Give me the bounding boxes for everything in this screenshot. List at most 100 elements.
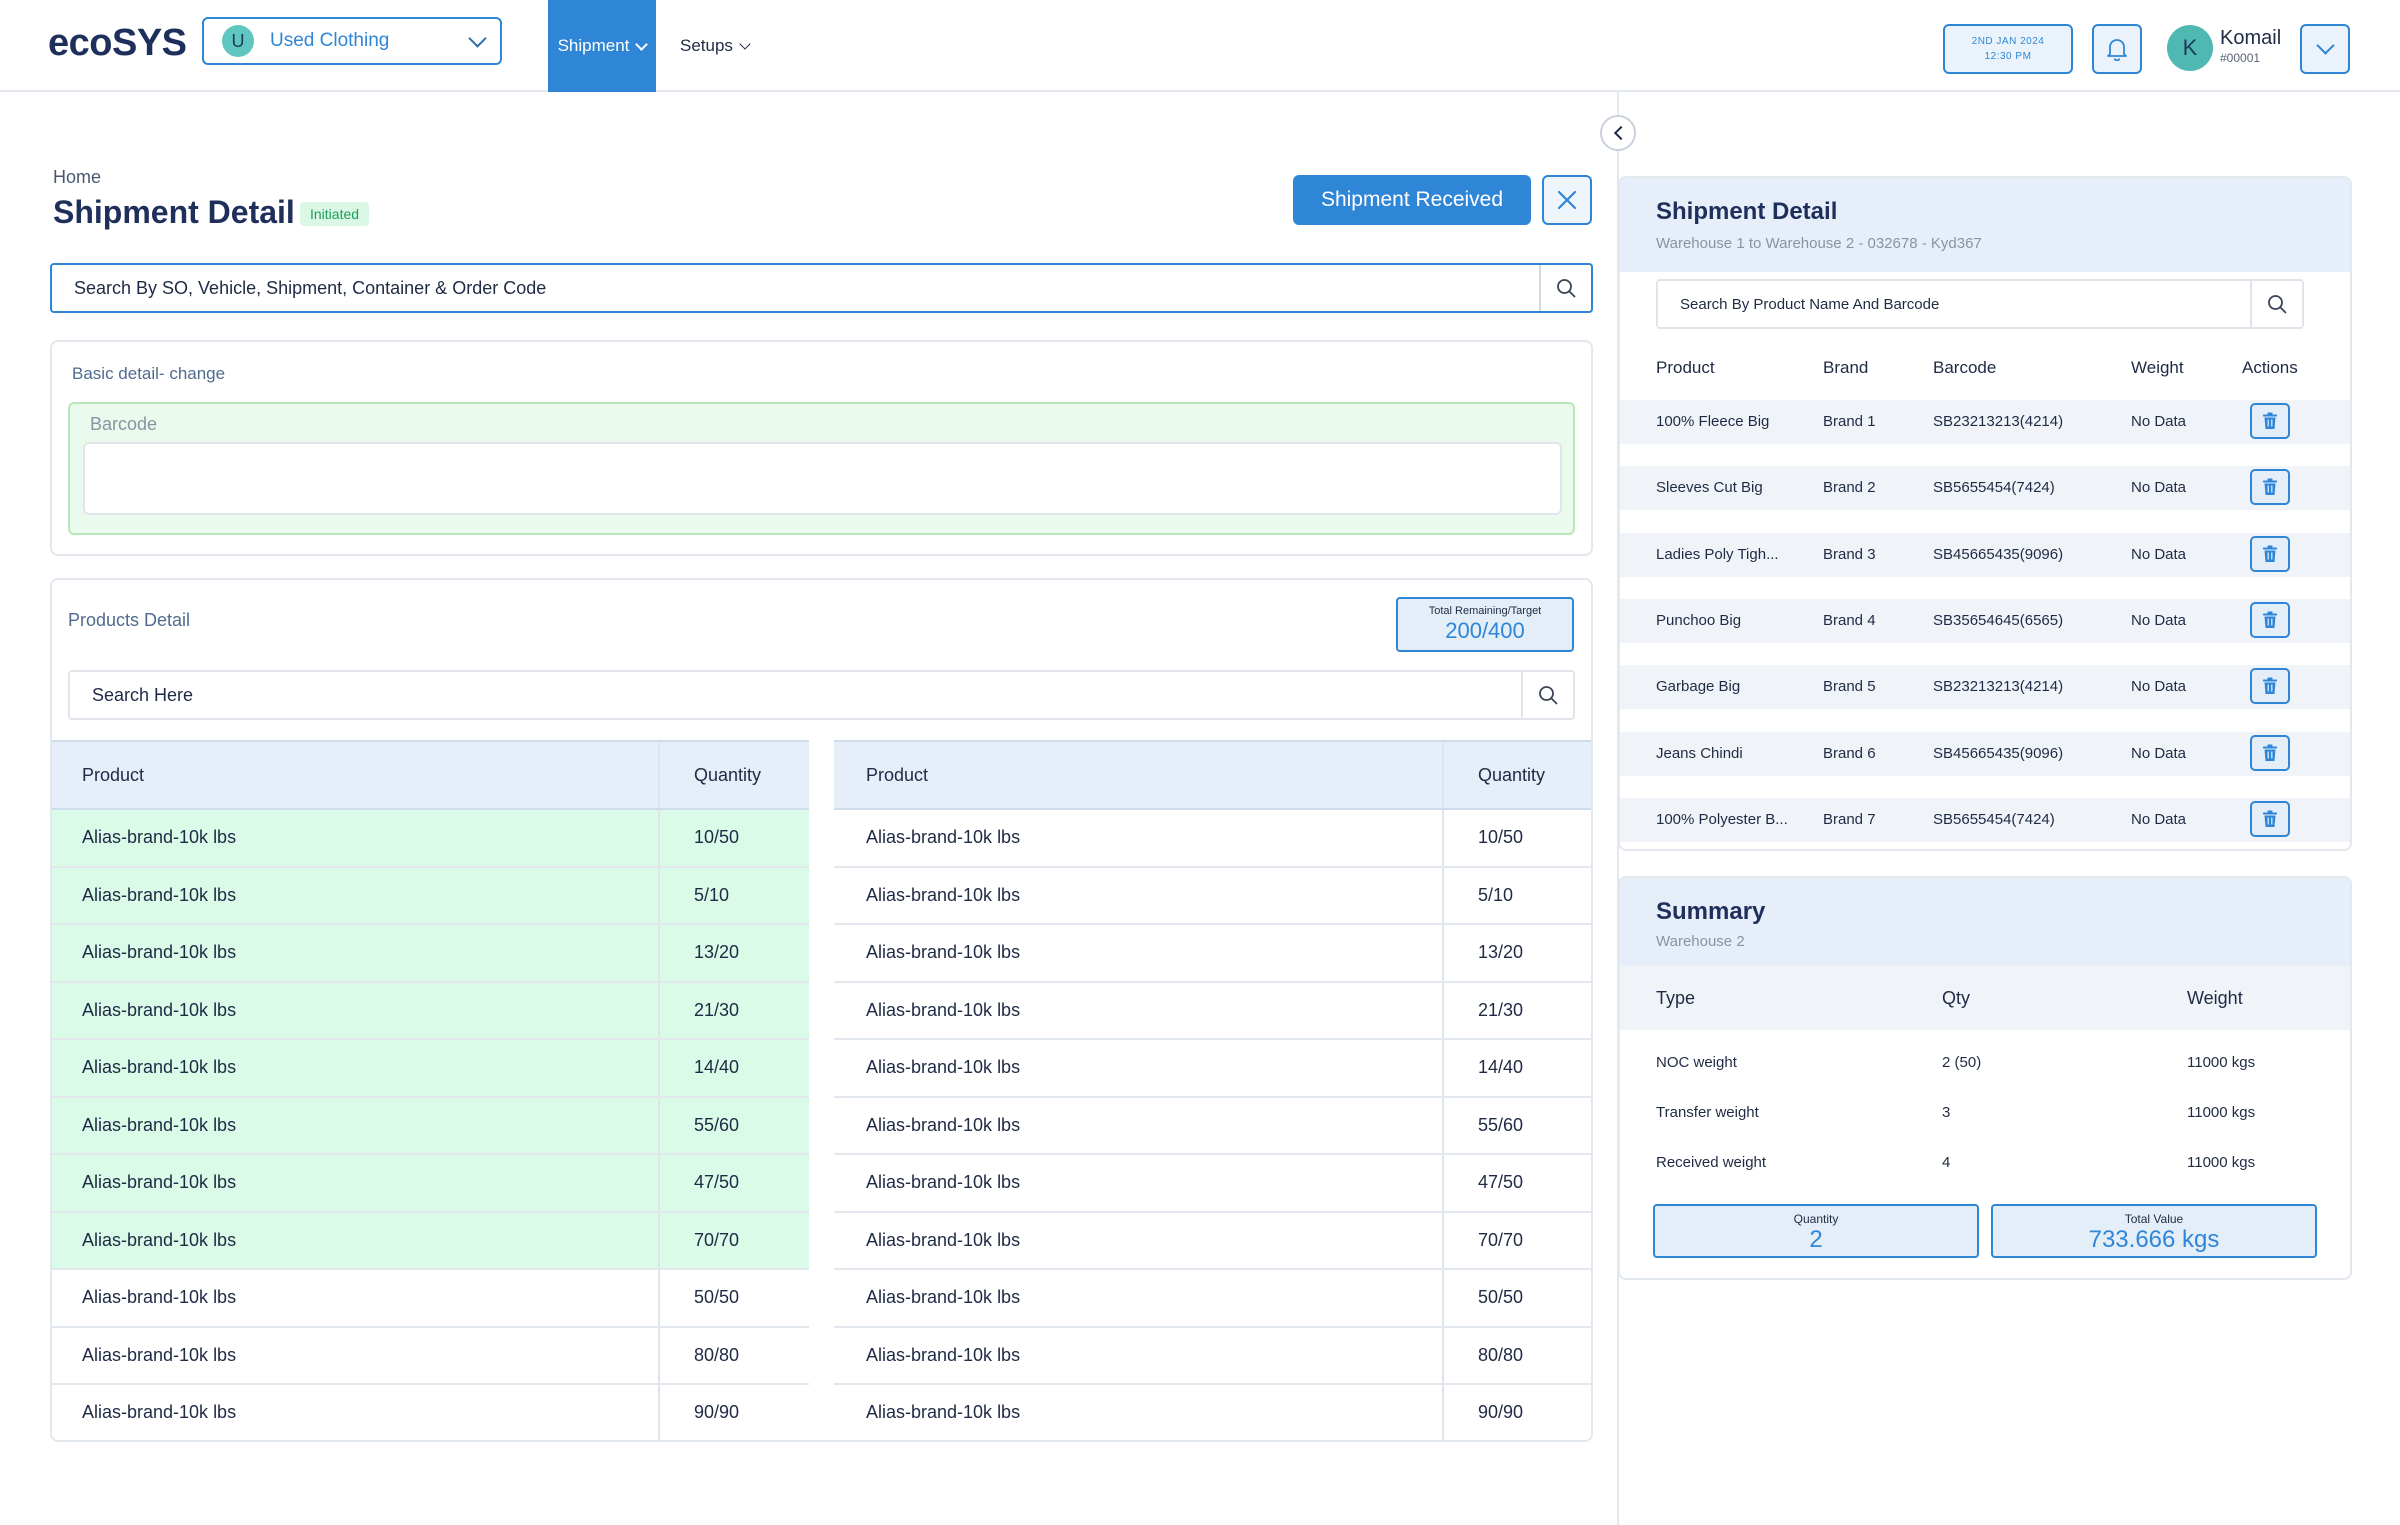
table-row[interactable]: Alias-brand-10k lbs 47/50	[834, 1154, 1591, 1213]
column-header-product[interactable]: Product	[834, 740, 1443, 810]
summary-table-header: Type Qty Weight	[1620, 966, 2350, 1030]
delete-button[interactable]	[2250, 668, 2290, 705]
panel-product-search-input[interactable]: Search By Product Name And Barcode	[1658, 281, 2252, 327]
barcode-cell: SB23213213(4214)	[1933, 413, 2064, 430]
list-item[interactable]: Punchoo Big Brand 4 SB35654645(6565) No Dat…	[1620, 598, 2350, 643]
table-row[interactable]: Alias-brand-10k lbs 13/20	[52, 924, 809, 983]
products-detail-card: Products Detail Total Remaining/Target 2…	[50, 578, 1593, 1442]
table-row[interactable]: Alias-brand-10k lbs 14/40	[52, 1039, 809, 1098]
table-row[interactable]: Alias-brand-10k lbs 80/80	[834, 1326, 1591, 1385]
product-cell: Alias-brand-10k lbs	[834, 981, 1443, 1040]
delete-button[interactable]	[2250, 535, 2290, 572]
product-cell: Alias-brand-10k lbs	[52, 1384, 659, 1440]
table-row[interactable]: Alias-brand-10k lbs 5/10	[52, 866, 809, 925]
close-button[interactable]	[1542, 175, 1592, 225]
product-cell: Alias-brand-10k lbs	[834, 809, 1443, 868]
quantity-cell: 10/50	[1442, 809, 1591, 868]
date-time-badge: 2ND JAN 2024 12:30 PM	[1943, 24, 2073, 74]
close-icon	[1557, 190, 1577, 210]
table-row[interactable]: Alias-brand-10k lbs 5/10	[834, 866, 1591, 925]
weight-cell: No Data	[2131, 479, 2187, 497]
delete-button[interactable]	[2250, 734, 2290, 771]
barcode-input[interactable]	[83, 442, 1562, 515]
product-cell: Alias-brand-10k lbs	[834, 1096, 1443, 1155]
list-item[interactable]: Sleeves Cut Big Brand 2 SB5655454(7424) No …	[1620, 466, 2350, 511]
collapse-panel-button[interactable]	[1600, 115, 1636, 151]
product-cell: Alias-brand-10k lbs	[52, 924, 659, 983]
product-search-input[interactable]: Search Here	[70, 672, 1523, 718]
product-cell: Alias-brand-10k lbs	[52, 866, 659, 925]
app-logo[interactable]: ecoSYS	[48, 22, 187, 64]
qty-cell: 4	[1942, 1154, 1951, 1171]
delete-button[interactable]	[2250, 601, 2290, 638]
product-cell: Alias-brand-10k lbs	[834, 924, 1443, 983]
summary-quantity-value: 2	[1809, 1226, 1823, 1253]
table-row[interactable]: Alias-brand-10k lbs 90/90	[52, 1384, 809, 1440]
table-row[interactable]: Alias-brand-10k lbs 10/50	[52, 809, 809, 868]
qty-cell: 3	[1942, 1104, 1951, 1121]
list-item[interactable]: Garbage Big Brand 5 SB23213213(4214) No Dat…	[1620, 665, 2350, 710]
notifications-button[interactable]	[2092, 24, 2142, 74]
product-cell: Alias-brand-10k lbs	[52, 1211, 659, 1270]
list-item[interactable]: Jeans Chindi Brand 6 SB45665435(9096) No Da…	[1620, 731, 2350, 776]
user-id: #00001	[2220, 51, 2261, 65]
table-row[interactable]: Alias-brand-10k lbs 10/50	[834, 809, 1591, 868]
weight-cell: No Data	[2131, 413, 2187, 430]
barcode-cell: SB45665435(9096)	[1933, 744, 2064, 762]
quantity-cell: 50/50	[658, 1269, 809, 1328]
table-row[interactable]: Alias-brand-10k lbs 47/50	[52, 1154, 809, 1213]
business-select[interactable]: U Used Clothing	[202, 17, 502, 65]
nav-setups[interactable]: Setups	[680, 0, 751, 92]
breadcrumb[interactable]: Home	[53, 167, 102, 187]
table-row[interactable]: Alias-brand-10k lbs 21/30	[52, 981, 809, 1040]
weight-cell: No Data	[2131, 678, 2187, 696]
delete-button[interactable]	[2250, 403, 2290, 439]
product-cell: Alias-brand-10k lbs	[52, 809, 659, 868]
table-row[interactable]: Alias-brand-10k lbs 90/90	[834, 1384, 1591, 1440]
user-menu-button[interactable]	[2300, 24, 2350, 74]
product-search[interactable]: Search Here	[68, 670, 1575, 720]
summary-total-value: 733.666 kgs	[2088, 1226, 2220, 1253]
list-item[interactable]: Ladies Poly Tigh... Brand 3 SB45665435(909…	[1620, 532, 2350, 577]
table-row[interactable]: Alias-brand-10k lbs 14/40	[834, 1039, 1591, 1098]
table-row[interactable]: Alias-brand-10k lbs 80/80	[52, 1326, 809, 1385]
chevron-down-icon	[2315, 36, 2335, 55]
search-button[interactable]	[1523, 672, 1573, 718]
quantity-cell: 50/50	[1442, 1269, 1591, 1328]
nav-shipment[interactable]: Shipment	[548, 0, 656, 92]
table-row[interactable]: Alias-brand-10k lbs 70/70	[834, 1211, 1591, 1270]
delete-button[interactable]	[2250, 800, 2290, 837]
summary-quantity-box: Quantity 2	[1653, 1204, 1979, 1258]
column-header-product[interactable]: Product	[52, 740, 659, 810]
user-avatar[interactable]: K	[2167, 25, 2213, 71]
type-cell: Transfer weight	[1656, 1104, 1759, 1121]
table-row[interactable]: Alias-brand-10k lbs 50/50	[52, 1269, 809, 1328]
table-row[interactable]: Alias-brand-10k lbs 55/60	[834, 1096, 1591, 1155]
table-row[interactable]: Alias-brand-10k lbs 55/60	[52, 1096, 809, 1155]
quantity-cell: 70/70	[1442, 1211, 1591, 1270]
shipment-search[interactable]: Search By SO, Vehicle, Shipment, Contain…	[50, 263, 1593, 313]
quantity-cell: 5/10	[658, 866, 809, 925]
shipment-search-input[interactable]: Search By SO, Vehicle, Shipment, Contain…	[52, 265, 1541, 311]
column-header-quantity[interactable]: Quantity	[658, 740, 809, 810]
search-button[interactable]	[2252, 281, 2302, 327]
barcode-cell: SB45665435(9096)	[1933, 545, 2064, 563]
table-row[interactable]: Alias-brand-10k lbs 70/70	[52, 1211, 809, 1270]
shipment-received-button[interactable]: Shipment Received	[1293, 175, 1531, 225]
trash-icon	[2263, 810, 2277, 827]
table-row[interactable]: Alias-brand-10k lbs 50/50	[834, 1269, 1591, 1328]
list-item[interactable]: 100% Polyester B... Brand 7 SB5655454(7424…	[1620, 797, 2350, 842]
quantity-cell: 90/90	[658, 1384, 809, 1440]
table-row[interactable]: Alias-brand-10k lbs 13/20	[834, 924, 1591, 983]
brand-cell: Brand 6	[1823, 744, 1876, 762]
table-header-row: Product Quantity	[834, 740, 1591, 810]
table-row[interactable]: Alias-brand-10k lbs 21/30	[834, 981, 1591, 1040]
delete-button[interactable]	[2250, 469, 2290, 506]
column-header-quantity[interactable]: Quantity	[1442, 740, 1591, 810]
chevron-down-icon	[739, 38, 751, 50]
search-button[interactable]	[1541, 265, 1591, 311]
summary-panel: Summary Warehouse 2 Type Qty Weight NOC …	[1618, 876, 2352, 1280]
panel-product-search[interactable]: Search By Product Name And Barcode	[1656, 279, 2304, 329]
product-cell: Sleeves Cut Big	[1656, 479, 1763, 497]
list-item[interactable]: 100% Fleece Big Brand 1 SB23213213(4214) No…	[1620, 400, 2350, 444]
